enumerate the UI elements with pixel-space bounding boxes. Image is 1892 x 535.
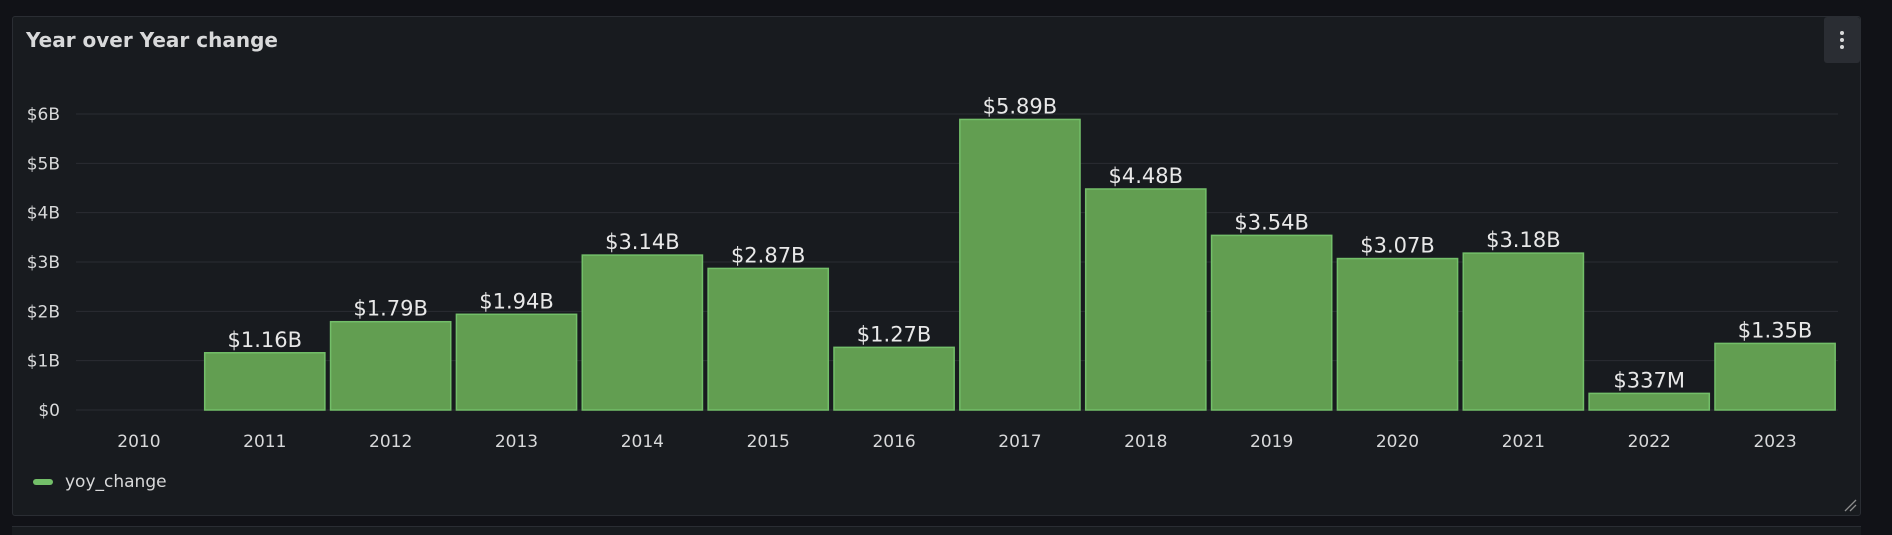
resize-handle-icon[interactable] — [1843, 498, 1857, 512]
next-panel-edge — [12, 526, 1861, 535]
bar — [959, 118, 1081, 411]
x-tick-label: 2022 — [1628, 432, 1671, 452]
bar-value-label: $1.79B — [353, 297, 428, 321]
x-tick-label: 2023 — [1753, 432, 1796, 452]
x-tick-label: 2012 — [369, 432, 412, 452]
bar — [581, 254, 704, 411]
bar-value-label: $1.27B — [857, 322, 932, 346]
bar-value-label: $3.07B — [1360, 234, 1435, 258]
bar-value-label: $3.18B — [1486, 228, 1561, 252]
x-tick-label: 2016 — [872, 432, 915, 452]
bar — [329, 320, 452, 411]
bar-value-label: $1.16B — [228, 328, 303, 352]
legend-item-yoy-change[interactable]: yoy_change — [33, 472, 167, 492]
chart-panel: Year over Year change $0 $1B $2B $3B $4B $5B $… — [12, 16, 1861, 516]
x-tick-label: 2013 — [495, 432, 538, 452]
bar-value-label: $5.89B — [983, 94, 1058, 118]
bar-value-label: $337M — [1613, 368, 1685, 392]
y-tick-label: $0 — [38, 401, 60, 421]
x-tick-label: 2015 — [747, 432, 790, 452]
x-tick-label: 2019 — [1250, 432, 1293, 452]
y-tick-label: $1B — [27, 352, 60, 372]
legend-swatch — [33, 479, 53, 485]
bar — [1714, 342, 1836, 411]
bar-value-label: $2.87B — [731, 243, 806, 267]
legend-label: yoy_change — [65, 472, 167, 492]
bar — [707, 267, 830, 411]
bar-value-label: $4.48B — [1109, 164, 1184, 188]
bar — [1336, 257, 1459, 411]
x-tick-label: 2017 — [998, 432, 1041, 452]
bar — [1084, 188, 1207, 411]
x-tick-label: 2021 — [1502, 432, 1545, 452]
bar — [1210, 234, 1333, 411]
bar-value-label: $1.94B — [479, 289, 554, 313]
x-tick-label: 2018 — [1124, 432, 1167, 452]
x-tick-label: 2020 — [1376, 432, 1419, 452]
bar — [203, 352, 326, 411]
x-tick-label: 2010 — [117, 432, 160, 452]
y-tick-label: $3B — [27, 253, 60, 273]
x-tick-label: 2014 — [621, 432, 664, 452]
bar-value-label: $3.54B — [1234, 210, 1309, 234]
more-vertical-icon — [1840, 31, 1844, 49]
bar — [1588, 392, 1711, 411]
y-tick-label: $5B — [27, 154, 60, 174]
bar — [455, 313, 578, 411]
y-tick-label: $2B — [27, 302, 60, 322]
panel-title: Year over Year change — [26, 28, 278, 52]
bar-chart: $0 $1B $2B $3B $4B $5B $6B 2010 $1.16B 2011 $1.79B… — [27, 94, 1838, 452]
y-tick-label: $4B — [27, 204, 60, 224]
bar — [1462, 252, 1585, 411]
bar-value-label: $1.35B — [1738, 318, 1813, 342]
bar-value-label: $3.14B — [605, 230, 680, 254]
bar — [833, 346, 955, 411]
y-tick-label: $6B — [27, 105, 60, 125]
x-tick-label: 2011 — [243, 432, 286, 452]
panel-menu-button[interactable] — [1824, 17, 1860, 63]
